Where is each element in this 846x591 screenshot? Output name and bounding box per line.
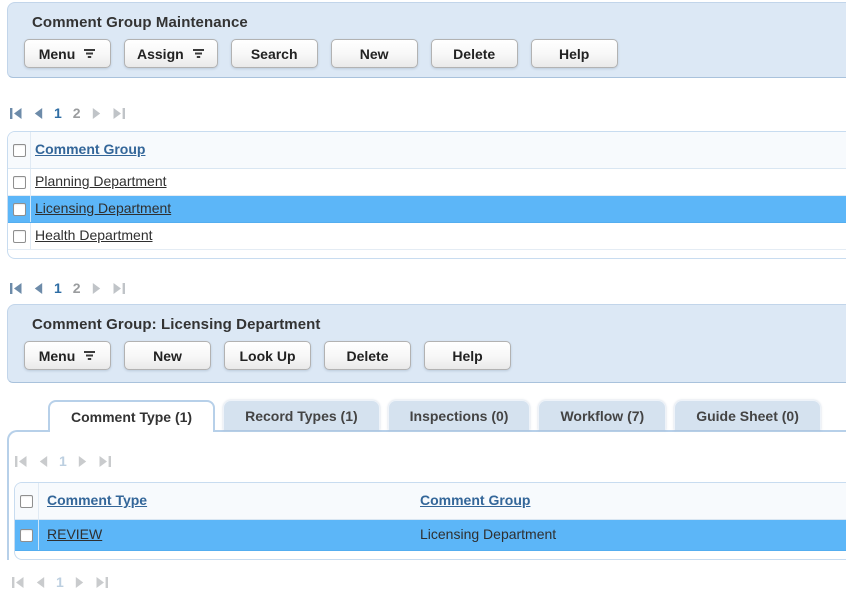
table-row[interactable]: Health Department bbox=[8, 223, 846, 250]
last-page-icon[interactable] bbox=[112, 282, 125, 294]
comment-group-link[interactable]: Licensing Department bbox=[35, 200, 172, 216]
row-checkbox-cell bbox=[8, 223, 31, 249]
row-checkbox[interactable] bbox=[12, 229, 26, 243]
group-list-paginator-bottom: 1 2 bbox=[10, 279, 846, 297]
table-row-selected[interactable]: REVIEW Licensing Department bbox=[15, 520, 846, 551]
dropdown-icon bbox=[192, 48, 205, 59]
next-page-icon bbox=[78, 455, 87, 467]
table-header-row: Comment Type Comment Group bbox=[15, 483, 846, 520]
comment-type-link[interactable]: REVIEW bbox=[47, 526, 103, 542]
previous-page-icon[interactable] bbox=[34, 107, 43, 119]
select-all-checkbox[interactable] bbox=[20, 494, 33, 508]
comment-group-column-header[interactable]: Comment Group bbox=[420, 492, 531, 508]
last-page-icon bbox=[95, 576, 108, 588]
comment-group-link[interactable]: Health Department bbox=[35, 227, 153, 243]
next-page-icon bbox=[75, 576, 84, 588]
look-up-button[interactable]: Look Up bbox=[224, 341, 311, 370]
header-checkbox-cell bbox=[8, 132, 31, 168]
menu-button[interactable]: Menu bbox=[24, 341, 111, 370]
group-list-paginator-top: 1 2 bbox=[10, 104, 846, 122]
selected-group-title: Comment Group: Licensing Department bbox=[32, 316, 321, 333]
main-toolbar: Menu Assign Search New Delete Help bbox=[24, 39, 846, 68]
comment-group-value: Licensing Department bbox=[420, 526, 557, 542]
tab-guide-sheet[interactable]: Guide Sheet (0) bbox=[674, 400, 821, 430]
first-page-icon[interactable] bbox=[10, 107, 23, 119]
comment-group-table: Comment Group Planning Department Licens… bbox=[7, 131, 846, 259]
assign-button[interactable]: Assign bbox=[124, 39, 218, 68]
first-page-icon bbox=[15, 455, 28, 467]
table-row[interactable]: Planning Department bbox=[8, 169, 846, 196]
search-button[interactable]: Search bbox=[230, 39, 318, 68]
page-number-1[interactable]: 1 bbox=[54, 280, 62, 296]
row-checkbox[interactable] bbox=[12, 175, 26, 189]
new-button[interactable]: New bbox=[330, 39, 418, 68]
page-number-2[interactable]: 2 bbox=[72, 280, 81, 296]
page-number-1: 1 bbox=[56, 574, 64, 590]
detail-tabs: Comment Type (1) Record Types (1) Inspec… bbox=[48, 400, 846, 432]
comment-type-paginator-top: 1 bbox=[15, 452, 846, 470]
last-page-icon[interactable] bbox=[112, 107, 125, 119]
dropdown-icon bbox=[83, 48, 96, 59]
comment-group-link[interactable]: Planning Department bbox=[35, 173, 167, 189]
tab-inspections[interactable]: Inspections (0) bbox=[387, 400, 531, 430]
first-page-icon bbox=[12, 576, 25, 588]
select-all-checkbox[interactable] bbox=[12, 143, 26, 157]
previous-page-icon bbox=[36, 576, 45, 588]
row-checkbox[interactable] bbox=[12, 202, 26, 216]
delete-button[interactable]: Delete bbox=[324, 341, 411, 370]
header-cell: Comment Group bbox=[412, 492, 530, 510]
comment-type-paginator-bottom: 1 bbox=[12, 573, 846, 591]
next-page-icon[interactable] bbox=[92, 282, 101, 294]
tab-comment-type[interactable]: Comment Type (1) bbox=[48, 400, 216, 432]
comment-group-column-header[interactable]: Comment Group bbox=[35, 141, 146, 157]
row-checkbox-cell bbox=[8, 169, 31, 195]
header-cell: Comment Group bbox=[31, 141, 145, 159]
selected-group-panel: Comment Group: Licensing Department Menu… bbox=[7, 304, 846, 383]
help-button[interactable]: Help bbox=[424, 341, 511, 370]
menu-button[interactable]: Menu bbox=[24, 39, 111, 68]
row-checkbox[interactable] bbox=[20, 528, 33, 542]
table-header-row: Comment Group bbox=[8, 132, 846, 169]
header-cell: Comment Type bbox=[39, 492, 412, 510]
page-number-1[interactable]: 1 bbox=[54, 105, 62, 121]
last-page-icon bbox=[98, 455, 111, 467]
comment-type-tab-panel: 1 Comment Type Comment Group REVIEW Lice… bbox=[7, 430, 846, 560]
header-checkbox-cell bbox=[15, 483, 39, 519]
next-page-icon[interactable] bbox=[92, 107, 101, 119]
tab-workflow[interactable]: Workflow (7) bbox=[538, 400, 667, 430]
tab-record-types[interactable]: Record Types (1) bbox=[223, 400, 380, 430]
group-toolbar: Menu New Look Up Delete Help bbox=[24, 341, 846, 370]
previous-page-icon[interactable] bbox=[34, 282, 43, 294]
first-page-icon[interactable] bbox=[10, 282, 23, 294]
comment-type-column-header[interactable]: Comment Type bbox=[47, 492, 148, 508]
row-checkbox-cell bbox=[8, 196, 31, 222]
new-button[interactable]: New bbox=[124, 341, 211, 370]
table-footer-strip bbox=[8, 250, 846, 258]
page-number-1: 1 bbox=[59, 453, 67, 469]
table-row-selected[interactable]: Licensing Department bbox=[8, 196, 846, 223]
table-footer-strip bbox=[15, 551, 846, 559]
row-checkbox-cell bbox=[15, 520, 39, 550]
delete-button[interactable]: Delete bbox=[430, 39, 518, 68]
dropdown-icon bbox=[83, 350, 96, 361]
page-title: Comment Group Maintenance bbox=[32, 14, 248, 31]
previous-page-icon bbox=[39, 455, 48, 467]
comment-group-maintenance-panel: Comment Group Maintenance Menu Assign Se… bbox=[7, 2, 846, 78]
page-number-2[interactable]: 2 bbox=[72, 105, 81, 121]
help-button[interactable]: Help bbox=[530, 39, 618, 68]
comment-type-table: Comment Type Comment Group REVIEW Licens… bbox=[14, 482, 846, 560]
